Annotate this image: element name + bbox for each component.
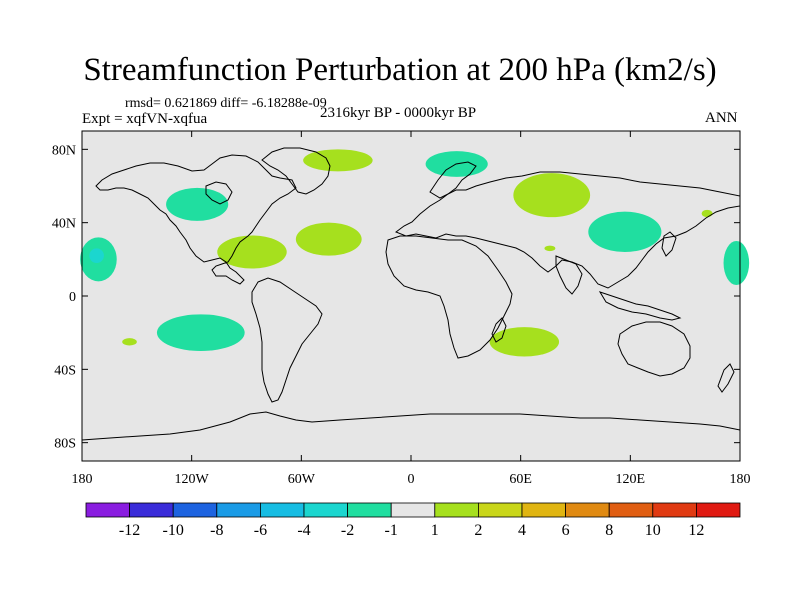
colorbar-label: 8 [605,522,613,539]
colorbar-label: 1 [431,522,439,539]
anomaly-region-central-pacific-east [723,241,750,285]
anomaly-region-north-pacific-small [701,209,713,218]
period-label: 2316kyr BP - 0000kyr BP [320,105,477,121]
colorbar-swatch [172,502,218,518]
colorbar-label: 6 [562,522,570,539]
colorbar-swatch [129,502,174,518]
coastline-india [555,255,583,295]
colorbar-label: -4 [297,522,310,539]
colorbar-label: 2 [474,522,482,539]
anomaly-region-south-pacific [156,314,245,351]
map-background [82,131,740,461]
colorbar-swatch [303,502,348,518]
x-tick-label: 120W [175,472,210,487]
x-tick-label: 0 [408,472,415,487]
anomaly-region-north-pacific-core [89,248,104,263]
colorbar-label: -12 [119,522,140,539]
colorbar-swatch [652,502,697,518]
coastline-indonesia [598,291,682,321]
coastline-australia [617,321,691,377]
y-tick-label: 0 [69,290,76,305]
coastline-new-zealand [717,363,735,393]
colorbar-label: 10 [645,522,661,539]
colorbar-label: -6 [254,522,267,539]
x-tick-label: 180 [72,472,93,487]
coastline-hudson-bay [205,181,233,205]
x-tick-label: 60W [288,472,316,487]
coastline-africa [385,235,513,359]
stats-line: rmsd= 0.621869 diff= -6.18288e-09 [125,96,327,111]
coastline-south-america [251,277,323,403]
colorbar-swatch [85,502,130,518]
anomaly-region-east-asia [588,211,662,252]
colorbar-swatch [347,502,392,518]
colorbar-swatch [434,502,479,518]
x-tick-label: 60E [509,472,532,487]
map-background-layer [82,131,740,461]
colorbar-label: 4 [518,522,526,539]
colorbar-label: -1 [385,522,398,539]
colorbar-swatch [521,502,566,518]
chart-title: Streamfunction Perturbation at 200 hPa (… [83,52,717,88]
anomaly-region-west-siberia [513,173,591,218]
experiment-label: Expt = xqfVN-xqfua [82,111,208,127]
colorbar-swatch [696,502,741,518]
anomaly-region-tropical-atlantic-east [295,222,362,256]
season-label: ANN [705,110,738,126]
anomaly-region-arabian-small [544,245,556,252]
colorbar: -12 -10 -8 -6 -4 -2 -1 1 2 4 6 8 10 12 [85,502,741,539]
colorbar-label: -10 [163,522,184,539]
coastline-japan [661,231,677,257]
coastline-madagascar [491,317,507,343]
colorbar-swatch [608,502,654,518]
y-tick-label: 40N [52,217,76,232]
x-tick-label: 120E [616,472,646,487]
colorbar-label: 12 [688,522,704,539]
y-tick-label: 40S [54,363,76,378]
colorbar-label: -2 [341,522,354,539]
colorbar-label: -8 [210,522,223,539]
anomaly-regions-layer [80,149,750,357]
colorbar-swatch [259,502,305,518]
anomaly-region-western-north-america [166,187,229,221]
coastline-north-america [95,154,297,285]
colorbar-swatch [390,502,436,518]
y-tick-label: 80S [54,437,76,452]
anomaly-region-south-pacific-small [122,338,137,346]
x-tick-label: 180 [730,472,751,487]
axis-ticks-layer: 180 120W 60W 0 60E 120E 180 80N 40N 0 40S 80S [52,131,751,487]
colorbar-swatch [216,502,261,518]
anomaly-region-greenland [303,149,373,172]
y-tick-label: 80N [52,143,76,158]
colorbar-swatch [477,502,523,518]
coastline-greenland [261,147,331,195]
coastlines [81,147,741,441]
anomaly-region-tropical-atlantic-west [217,235,287,269]
colorbar-swatch [565,502,610,518]
coastline-scandinavia [429,161,477,199]
anomaly-region-south-indian-ocean [489,327,560,357]
coastline-antarctica [81,411,741,441]
